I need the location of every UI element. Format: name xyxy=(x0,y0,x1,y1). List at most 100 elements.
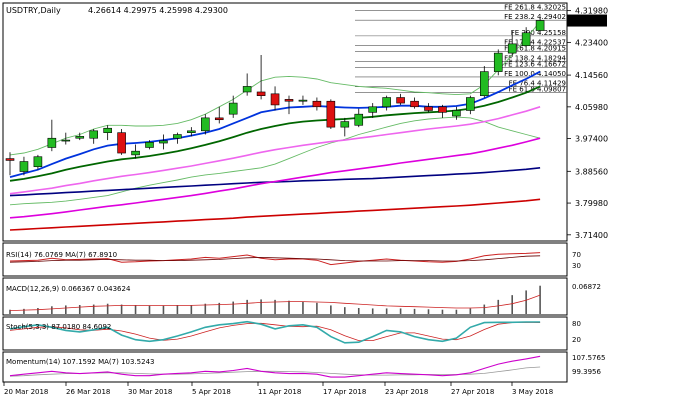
candle-body xyxy=(312,100,322,108)
bb-lower-line xyxy=(9,116,541,206)
candle-body xyxy=(5,158,15,161)
candle-body xyxy=(19,161,29,172)
candle-body xyxy=(326,100,336,128)
price-tick-label: 4.05980 xyxy=(575,103,608,112)
price-tick-label: 4.23400 xyxy=(575,38,608,47)
candle-body xyxy=(521,32,531,47)
fib-label: FE 61.8 4.09807 xyxy=(509,86,566,94)
price-tick-label: 4.31980 xyxy=(575,7,608,16)
stoch-panel xyxy=(2,316,568,351)
time-axis: 20 Mar 2018 26 Mar 2018 30 Mar 2018 5 Apr 2… xyxy=(3,382,553,396)
time-tick-label: 27 Apr 2018 xyxy=(451,388,494,396)
time-tick-label: 11 Apr 2018 xyxy=(258,388,301,396)
fib-label: FE 200 4.25158 xyxy=(511,29,566,37)
candle-body xyxy=(368,106,378,113)
ohlc-label: 4.26614 4.29975 4.25998 4.29300 xyxy=(88,6,228,15)
macd-panel xyxy=(2,277,568,316)
bb-upper-line xyxy=(9,21,541,156)
time-tick-label: 26 Mar 2018 xyxy=(66,388,110,396)
time-tick-label: 30 Mar 2018 xyxy=(128,388,172,396)
candle-body xyxy=(75,136,85,139)
candle-body xyxy=(410,100,419,108)
candle-body xyxy=(131,150,140,156)
rsi-label: RSI(14) 76.0769 MA(7) 67.8910 xyxy=(6,251,117,259)
bollinger-bands xyxy=(9,21,541,206)
time-tick-label: 3 May 2018 xyxy=(512,388,553,396)
stoch-tick-80: 80 xyxy=(572,320,581,328)
candle-body xyxy=(466,97,475,111)
candle-body xyxy=(382,97,391,108)
time-tick-label: 20 Mar 2018 xyxy=(4,388,48,396)
fib-label: FE 138.2 4.18294 xyxy=(504,54,566,62)
candle-body xyxy=(438,106,447,113)
time-tick-label: 5 Apr 2018 xyxy=(192,388,231,396)
candle-body xyxy=(145,141,154,148)
sma-pink-line xyxy=(9,106,541,195)
candle-body xyxy=(242,86,252,93)
current-price-label: 4.29300 xyxy=(571,17,604,26)
stoch-main-line xyxy=(9,320,541,344)
candle-body xyxy=(47,137,57,148)
macd-label: MACD(12,26,9) 0.066367 0.043624 xyxy=(6,285,131,293)
fib-label: FE 238.2 4.29402 xyxy=(504,13,566,21)
candle-body xyxy=(256,91,266,96)
price-tick-label: 3.71400 xyxy=(575,231,608,240)
candle-body xyxy=(535,20,545,31)
candle-body xyxy=(396,97,405,104)
candle-body xyxy=(424,106,433,111)
candle-body xyxy=(103,127,112,133)
stoch-label: Stoch(5,3,3) 87.0180 84.6092 xyxy=(6,323,111,331)
candlesticks xyxy=(5,17,545,176)
rsi-tick-70: 70 xyxy=(572,251,581,259)
momentum-tick-low: 99.3956 xyxy=(572,368,601,376)
price-axis: 4.31980 4.23400 4.14560 4.05980 3.97400 3.885… xyxy=(567,7,608,240)
symbol-label: USDTRY,Daily xyxy=(6,6,61,15)
fibonacci-levels: FE 261.8 4.32025 FE 238.2 4.29402 FE 200 4… xyxy=(355,3,567,94)
current-price-box xyxy=(567,14,607,27)
candle-body xyxy=(33,156,43,168)
fib-label: FE 123.6 4.16672 xyxy=(504,60,566,68)
candle-body xyxy=(173,134,182,139)
candle-body xyxy=(228,102,238,115)
candle-body xyxy=(493,52,503,72)
fib-label: FE 261.8 4.32025 xyxy=(504,3,566,11)
candle-body xyxy=(284,99,294,102)
indicator-lines xyxy=(9,252,541,378)
rsi-ma-line xyxy=(9,255,541,263)
fib-label: FE 76.4 4.11429 xyxy=(509,80,566,88)
macd-signal-line xyxy=(9,294,541,311)
price-tick-label: 3.88560 xyxy=(575,167,608,176)
stoch-tick-20: 20 xyxy=(572,336,581,344)
candle-body xyxy=(452,110,461,117)
candle-body xyxy=(298,99,308,102)
candle-body xyxy=(270,93,280,106)
price-tick-label: 3.97400 xyxy=(575,135,608,144)
candle-body xyxy=(117,132,126,154)
candle-body xyxy=(507,43,517,54)
momentum-panel xyxy=(2,351,568,383)
candle-body xyxy=(89,130,98,139)
time-tick-label: 23 Apr 2018 xyxy=(385,388,428,396)
rsi-line xyxy=(9,252,541,266)
candle-body xyxy=(214,117,224,121)
sma-red-line xyxy=(9,198,541,231)
sma-green-line xyxy=(9,85,541,182)
momentum-tick-high: 107.5765 xyxy=(572,354,605,362)
candle-body xyxy=(61,139,71,142)
fib-label: FE 161.8 4.20915 xyxy=(504,45,566,53)
candle-body xyxy=(340,121,350,128)
sma-magenta-line xyxy=(9,137,541,219)
candle-body xyxy=(201,117,210,132)
fib-label: FE 176.4 4.22537 xyxy=(504,39,566,47)
time-tick-label: 17 Apr 2018 xyxy=(323,388,366,396)
momentum-line xyxy=(9,355,541,378)
price-panel xyxy=(2,2,568,242)
candle-body xyxy=(354,113,364,126)
macd-tick: 0.06872 xyxy=(572,283,601,291)
candle-body xyxy=(187,130,196,133)
candle-body xyxy=(479,71,489,96)
momentum-label: Momentum(14) 107.1592 MA(7) 103.5243 xyxy=(6,358,154,366)
candle-body xyxy=(159,140,168,144)
price-tick-label: 4.14560 xyxy=(575,71,608,80)
